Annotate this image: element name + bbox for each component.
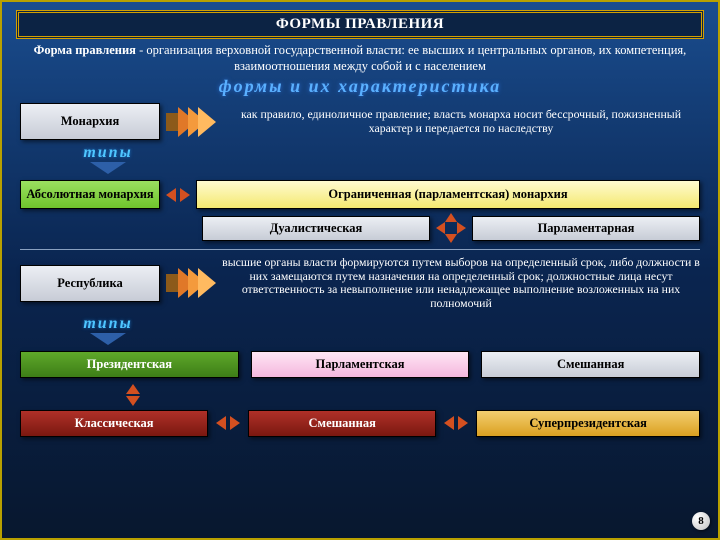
limited-monarchy: Ограниченная (парламентская) монархия bbox=[196, 180, 700, 209]
definition-body: - организация верховной государственной … bbox=[136, 43, 686, 73]
classical-box: Классическая bbox=[20, 410, 208, 437]
arrow-icon bbox=[166, 107, 216, 137]
parliamentary-republic-box: Парламентская bbox=[251, 351, 470, 378]
subtitle: формы и их характеристика bbox=[2, 76, 718, 97]
definition-term: Форма правления bbox=[34, 43, 136, 57]
monarchy-subtypes-row1: Абсолютная монархия Ограниченная (парлам… bbox=[20, 180, 700, 209]
parliamentary-monarchy-box: Парламентарная bbox=[472, 216, 700, 241]
presidential-box: Президентская bbox=[20, 351, 239, 378]
monarchy-types-area: типы bbox=[20, 144, 700, 168]
bi-arrow-icon bbox=[166, 188, 190, 202]
republic-box: Республика bbox=[20, 265, 160, 302]
divider bbox=[20, 249, 700, 250]
types-label: типы bbox=[38, 315, 178, 333]
monarchy-subtypes-row2: Дуалистическая Парламентарная bbox=[202, 213, 700, 243]
bi-arrow-icon bbox=[216, 416, 240, 430]
slide-title: ФОРМЫ ПРАВЛЕНИЯ bbox=[16, 10, 704, 39]
definition-text: Форма правления - организация верховной … bbox=[20, 43, 700, 74]
republic-subtypes-row1: Президентская Парламентская Смешанная bbox=[20, 351, 700, 378]
republic-row: Республика высшие органы власти формирую… bbox=[20, 256, 700, 310]
page-number: 8 bbox=[692, 512, 710, 530]
types-label: типы bbox=[38, 144, 178, 162]
cross-arrow-icon bbox=[436, 213, 466, 243]
mixed-republic-box: Смешанная bbox=[481, 351, 700, 378]
republic-types-area: типы bbox=[20, 315, 700, 339]
v-arrow-icon bbox=[126, 384, 140, 406]
monarchy-desc: как правило, единоличное правление; влас… bbox=[222, 108, 700, 135]
monarchy-row: Монархия как правило, единоличное правле… bbox=[20, 103, 700, 140]
arrow-icon bbox=[166, 268, 216, 298]
monarchy-box: Монархия bbox=[20, 103, 160, 140]
superpresidential-box: Суперпрезидентская bbox=[476, 410, 700, 437]
bi-arrow-icon bbox=[444, 416, 468, 430]
republic-desc: высшие органы власти формируются путем в… bbox=[222, 256, 700, 310]
mixed2-box: Смешанная bbox=[248, 410, 436, 437]
republic-subtypes-row2: Классическая Смешанная Суперпрезидентска… bbox=[20, 410, 700, 437]
dualistic-box: Дуалистическая bbox=[202, 216, 430, 241]
absolute-monarchy: Абсолютная монархия bbox=[20, 180, 160, 209]
